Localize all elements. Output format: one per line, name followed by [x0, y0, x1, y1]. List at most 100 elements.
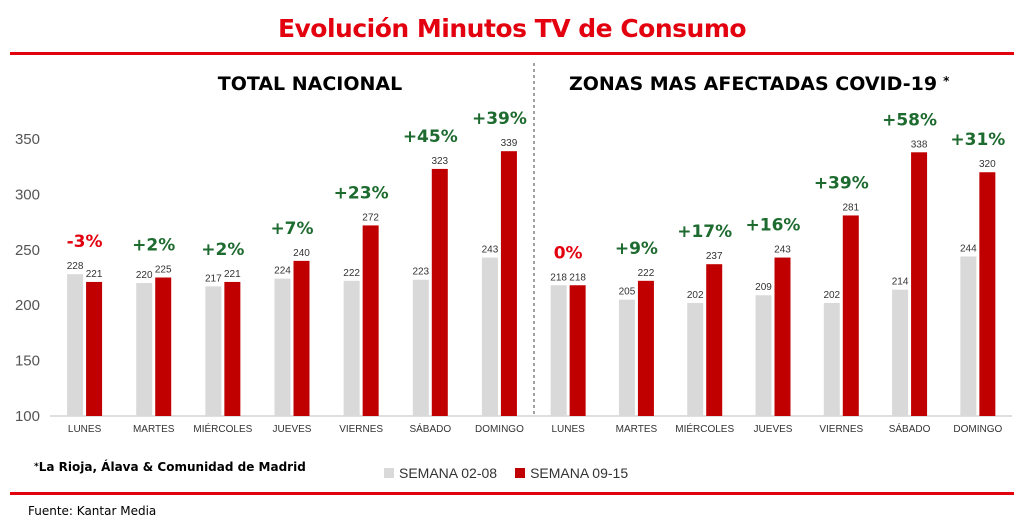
value-label-semana-b: 221: [224, 269, 241, 280]
bar-semana-b: [155, 277, 172, 416]
bar-semana-a: [550, 285, 567, 416]
x-category-label: MIÉRCOLES: [193, 422, 252, 435]
bar-semana-a: [481, 257, 498, 416]
bar-semana-a: [412, 279, 429, 416]
panel-title: TOTAL NACIONAL: [218, 73, 403, 95]
value-label-semana-b: 338: [911, 139, 928, 150]
value-label-semana-a: 202: [687, 290, 704, 301]
legend-label-semana-b: SEMANA 09-15: [530, 465, 629, 481]
change-label: +17%: [677, 222, 732, 242]
y-tick-label: 300: [15, 186, 40, 203]
bar-semana-b: [637, 280, 654, 416]
value-label-semana-b: 320: [979, 159, 996, 170]
change-label: +9%: [615, 239, 658, 259]
value-label-semana-b: 221: [86, 269, 103, 280]
value-label-semana-b: 323: [431, 156, 448, 167]
bar-semana-a: [343, 280, 360, 416]
change-label: +58%: [882, 110, 937, 130]
bottom-rule: [10, 492, 1014, 495]
bar-semana-a: [687, 302, 704, 416]
change-label: +23%: [334, 183, 389, 203]
x-category-label: JUEVES: [754, 424, 793, 435]
bar-semana-a: [67, 274, 84, 416]
x-category-label: SÁBADO: [409, 422, 451, 435]
value-label-semana-a: 218: [550, 272, 567, 283]
legend-item-semana-a: SEMANA 02-08: [384, 465, 497, 481]
value-label-semana-a: 223: [412, 267, 429, 278]
value-label-semana-a: 220: [136, 270, 153, 281]
change-label: +2%: [201, 240, 244, 260]
change-label: +39%: [814, 173, 869, 193]
bar-semana-b: [706, 264, 723, 416]
value-label-semana-a: 217: [205, 273, 222, 284]
value-label-semana-a: 228: [67, 261, 84, 272]
main-title: Evolución Minutos TV de Consumo: [277, 14, 747, 43]
top-rule: [10, 52, 1014, 55]
value-label-semana-b: 281: [842, 202, 859, 213]
value-label-semana-b: 218: [569, 272, 586, 283]
bar-semana-a: [205, 286, 222, 416]
change-label: +39%: [472, 109, 527, 129]
legend-item-semana-b: SEMANA 09-15: [515, 465, 628, 481]
bar-semana-b: [86, 281, 103, 416]
bar-semana-b: [431, 168, 448, 416]
change-label: +45%: [403, 127, 458, 147]
bar-semana-b: [979, 172, 996, 416]
change-label: +16%: [746, 216, 801, 236]
change-label: +7%: [270, 219, 313, 239]
x-category-label: MARTES: [616, 424, 658, 435]
bar-semana-b: [569, 285, 586, 416]
y-tick-label: 350: [15, 131, 40, 148]
x-category-label: VIERNES: [339, 424, 383, 435]
x-category-label: LUNES: [68, 424, 102, 435]
legend: SEMANA 02-08 SEMANA 09-15: [384, 465, 628, 481]
footnote: *La Rioja, Álava & Comunidad de Madrid: [34, 460, 306, 474]
bar-semana-b: [224, 281, 241, 416]
bar-semana-a: [618, 299, 635, 416]
change-label: -3%: [67, 232, 103, 252]
x-category-label: JUEVES: [273, 424, 312, 435]
source-note: Fuente: Kantar Media: [28, 504, 157, 518]
value-label-semana-b: 243: [774, 245, 791, 256]
change-label: +31%: [950, 130, 1005, 150]
y-tick-label: 100: [15, 408, 40, 425]
bar-semana-b: [774, 257, 791, 416]
bar-semana-b: [362, 225, 379, 416]
bar-semana-a: [136, 283, 153, 416]
bar-semana-b: [500, 151, 517, 417]
value-label-semana-a: 214: [892, 277, 909, 288]
legend-label-semana-a: SEMANA 02-08: [399, 465, 498, 481]
y-tick-label: 200: [15, 297, 40, 314]
value-label-semana-a: 244: [960, 243, 977, 254]
bar-semana-a: [823, 302, 840, 416]
value-label-semana-a: 224: [274, 266, 291, 277]
value-label-semana-a: 205: [619, 287, 636, 298]
bar-semana-a: [960, 256, 977, 416]
x-category-label: MIÉRCOLES: [675, 422, 734, 435]
x-category-label: SÁBADO: [889, 422, 931, 435]
bar-semana-b: [842, 215, 859, 416]
bar-semana-b: [293, 260, 310, 416]
value-label-semana-b: 237: [706, 251, 723, 262]
value-label-semana-a: 202: [823, 290, 840, 301]
panel-title-mark: *: [943, 74, 950, 88]
value-label-semana-a: 222: [343, 268, 360, 279]
x-category-label: VIERNES: [819, 424, 863, 435]
change-label: 0%: [554, 243, 583, 263]
x-category-label: LUNES: [551, 424, 585, 435]
bar-semana-a: [274, 278, 291, 416]
footnote-text: La Rioja, Álava & Comunidad de Madrid: [38, 460, 306, 474]
x-category-label: DOMINGO: [953, 424, 1002, 435]
bar-semana-a: [755, 295, 772, 416]
x-category-label: DOMINGO: [475, 424, 524, 435]
value-label-semana-b: 339: [501, 138, 518, 149]
panel-title: ZONAS MAS AFECTADAS COVID-19: [569, 73, 937, 95]
y-tick-label: 250: [15, 242, 40, 259]
y-tick-label: 150: [15, 353, 40, 370]
footnote-bullet: *: [34, 462, 39, 472]
value-label-semana-a: 209: [755, 282, 772, 293]
bar-semana-b: [911, 152, 928, 416]
value-label-semana-b: 240: [293, 248, 310, 259]
value-label-semana-b: 225: [155, 265, 172, 276]
